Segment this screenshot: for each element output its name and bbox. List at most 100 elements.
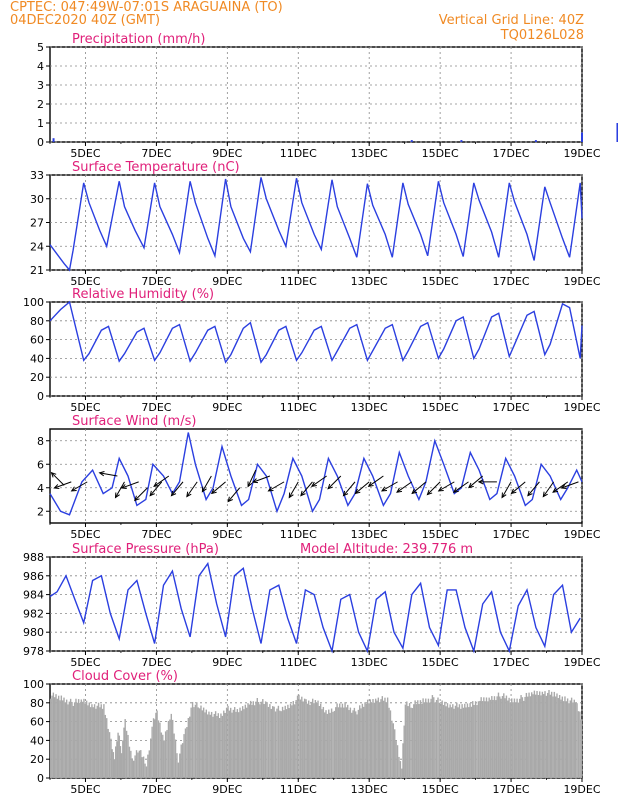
cloud-cover-bar [122,740,124,778]
cloud-cover-bar [368,703,370,778]
cloud-cover-bar [406,701,408,778]
cloud-cover-bar [88,702,90,778]
wind-vector-head [251,478,259,484]
cloud-cover-bar [507,700,509,778]
cloud-cover-bar [119,746,122,778]
cloud-cover-bar [316,702,318,778]
cloud-cover-bar [385,702,388,778]
wind-vector [54,481,72,489]
cloud-cover-bar [309,705,311,778]
cloud-cover-bar [110,738,112,778]
cloud-cover-bar [440,703,442,778]
cloud-cover-bar [243,709,245,778]
wind-xtick-label: 9DEC [212,528,242,541]
wind-vector [247,469,257,487]
cloud-cover-bar [401,768,403,778]
cloud-cover-bar [474,701,477,778]
cloud-cover-bar [306,703,309,778]
cloud-cover-bar [429,702,431,778]
cloud-cover-xtick-label: 15DEC [422,783,459,796]
wind-vector-head [50,471,57,478]
cloud-cover-bar [505,695,508,778]
cloud-cover-bar [186,727,188,778]
cloud-cover-bar [477,701,480,778]
wind-vector-head [133,495,140,502]
cloud-cover-bar [194,704,197,778]
cloud-cover-bar [448,707,450,778]
cloud-cover-bar [422,698,424,778]
wind-vector-head [501,492,507,499]
cloud-cover-bar [345,707,348,778]
cloud-cover-bar [545,695,548,778]
cloud-cover-bar [359,705,361,778]
precipitation-ytick-label: 1 [37,117,44,130]
cloud-cover-bar [442,704,445,778]
humidity-title: Relative Humidity (%) [72,287,214,302]
cloud-cover-bar [496,696,498,778]
cloud-cover-bar [369,699,372,778]
cloud-cover-bar [413,704,415,778]
cloud-cover-bar [57,695,60,778]
wind-vector-head [552,487,559,493]
cloud-cover-bar [208,711,210,778]
wind-vector [71,481,88,492]
cloud-cover-bar [399,761,402,778]
cloud-cover-xtick-label: 13DEC [351,783,388,796]
precipitation-bar [460,140,463,142]
cloud-cover-bar [298,694,300,778]
cloud-cover-bar [336,703,338,778]
cloud-cover-bar [118,735,120,778]
cloud-cover-bar [61,700,64,778]
cloud-cover-bar [532,694,534,778]
precipitation-xtick-label: 13DEC [351,147,388,160]
precipitation-bar [534,140,537,142]
pressure-ytick-label: 982 [23,607,44,620]
cloud-cover-bar [196,702,198,778]
pressure-ytick-label: 980 [23,626,44,639]
wind-vector [453,481,469,493]
cloud-cover-bar [524,696,526,778]
cloud-cover-bar [493,696,496,778]
cloud-cover-bar [169,719,171,778]
cloud-cover-bar [464,703,466,778]
pressure-xtick-label: 9DEC [212,656,242,669]
cloud-cover-bar [116,741,118,778]
humidity-ytick-label: 100 [23,296,44,309]
wind-vector [396,481,413,493]
wind-vector-head [247,481,253,488]
cloud-cover-bar [125,730,128,778]
cloud-cover-xtick-label: 5DEC [70,783,100,796]
cloud-cover-bar [332,711,334,778]
precipitation-xtick-label: 7DEC [141,147,171,160]
cloud-cover-bar [489,699,492,778]
cloud-cover-bar [500,698,502,778]
cloud-cover-bar [456,702,458,778]
precipitation-frame [49,46,583,143]
cloud-cover-bar [523,700,525,778]
cloud-cover-bar [512,702,514,778]
cloud-cover-bar [537,694,540,778]
cloud-cover-bar [538,691,541,778]
pressure-subtitle: Model Altitude: 239.776 m [300,542,473,557]
precipitation-xtick-label: 17DEC [493,147,530,160]
temperature-ytick-label: 21 [30,264,44,277]
wind-vector-head [210,488,217,495]
cloud-cover-bar [568,703,570,778]
cloud-cover-bar [446,703,449,778]
wind-vector [227,487,241,502]
cloud-cover-bar [247,703,249,778]
cloud-cover-bar [294,704,296,778]
cloud-cover-bar [408,703,411,778]
cloud-cover-bar [260,701,263,778]
cloud-cover-bar [501,695,504,778]
cloud-cover-bar [540,695,542,778]
cloud-cover-bar [170,713,172,778]
cloud-cover-bar [372,699,374,778]
cloud-cover-bar [106,718,108,778]
cloud-cover-bar [546,692,549,778]
cloud-cover-bar [228,710,231,778]
wind-vector-head [411,488,418,495]
cloud-cover-bar [128,746,131,778]
cloud-cover-bar [411,708,414,778]
cloud-cover-bar [421,703,423,778]
